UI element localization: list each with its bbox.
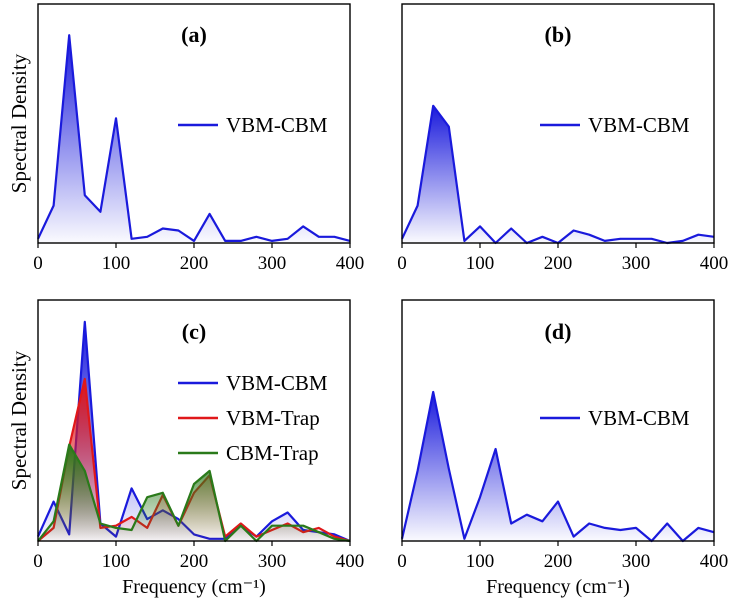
panel-label: (a) [181,22,207,47]
legend-entry: VBM-CBM [226,113,328,137]
x-tick-label: 100 [466,253,495,274]
x-tick-label: 100 [102,253,131,274]
x-tick-label: 400 [700,253,729,274]
x-axis-label: Frequency (cm⁻¹) [486,576,630,598]
x-tick-label: 200 [180,551,209,572]
series-area-vbm-cbm [402,392,714,541]
x-tick-label: 200 [544,551,573,572]
panel-label: (b) [545,22,572,47]
x-tick-label: 0 [33,551,43,572]
panel-b: 0 100 200 300 400 (b) VBM-CBM [397,3,729,274]
x-tick-label: 300 [622,253,651,274]
x-tick-label: 0 [33,253,43,274]
legend-entry: CBM-Trap [226,441,319,465]
x-axis-label: Frequency (cm⁻¹) [122,576,266,598]
panel-label: (d) [545,319,572,344]
x-tick-label: 100 [102,551,131,572]
legend-entry: VBM-CBM [588,406,690,430]
x-tick-label: 0 [397,253,407,274]
panel-a: 0 100 200 300 400 (a) VBM-CBM Spectral Density [7,3,365,274]
x-tick-label: 300 [258,551,287,572]
series-area-vbm-cbm [402,105,714,243]
y-axis-label: Spectral Density [7,53,31,193]
panel-c: 0 100 200 300 400 (c) VBM-CBM VBM-Trap CBM-Trap S… [7,299,365,598]
legend-entry: VBM-CBM [226,371,328,395]
series-area-vbm-cbm [38,35,350,244]
x-tick-label: 400 [700,551,729,572]
x-tick-label: 400 [336,253,365,274]
x-tick-label: 300 [258,253,287,274]
panel-d: 0 100 200 300 400 (d) VBM-CBM Frequency (cm⁻¹) [397,299,729,598]
panel-label: (c) [182,319,206,344]
series-area-cbm-trap [38,444,350,541]
x-tick-label: 0 [397,551,407,572]
x-tick-label: 100 [466,551,495,572]
y-axis-label: Spectral Density [7,350,31,490]
legend-entry: VBM-CBM [588,113,690,137]
x-tick-label: 200 [544,253,573,274]
x-tick-label: 300 [622,551,651,572]
legend-entry: VBM-Trap [226,406,320,430]
x-tick-label: 400 [336,551,365,572]
x-tick-label: 200 [180,253,209,274]
